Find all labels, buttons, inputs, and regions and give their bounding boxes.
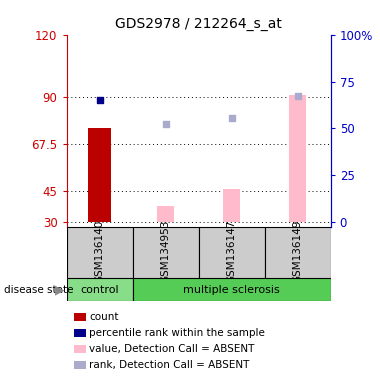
Bar xyxy=(66,227,133,278)
Bar xyxy=(223,189,240,222)
Bar xyxy=(264,227,331,278)
Text: rank, Detection Call = ABSENT: rank, Detection Call = ABSENT xyxy=(89,360,250,370)
Text: value, Detection Call = ABSENT: value, Detection Call = ABSENT xyxy=(89,344,255,354)
Point xyxy=(163,121,169,127)
Text: GSM136149: GSM136149 xyxy=(293,220,302,283)
Bar xyxy=(289,95,306,222)
Text: ▶: ▶ xyxy=(55,283,65,296)
Bar xyxy=(157,206,174,222)
Text: disease state: disease state xyxy=(4,285,73,295)
Text: percentile rank within the sample: percentile rank within the sample xyxy=(89,328,265,338)
Text: GSM136140: GSM136140 xyxy=(95,220,105,283)
Text: multiple sclerosis: multiple sclerosis xyxy=(183,285,280,295)
Point xyxy=(228,115,234,121)
Point xyxy=(97,97,103,103)
Title: GDS2978 / 212264_s_at: GDS2978 / 212264_s_at xyxy=(115,17,282,31)
Bar xyxy=(198,227,264,278)
Bar xyxy=(88,129,111,222)
Text: control: control xyxy=(80,285,119,295)
Bar xyxy=(133,278,331,301)
Text: GSM136147: GSM136147 xyxy=(226,220,237,283)
Text: GSM134953: GSM134953 xyxy=(160,220,171,283)
Bar xyxy=(66,278,133,301)
Text: count: count xyxy=(89,312,119,322)
Bar xyxy=(133,227,198,278)
Point xyxy=(294,93,301,99)
